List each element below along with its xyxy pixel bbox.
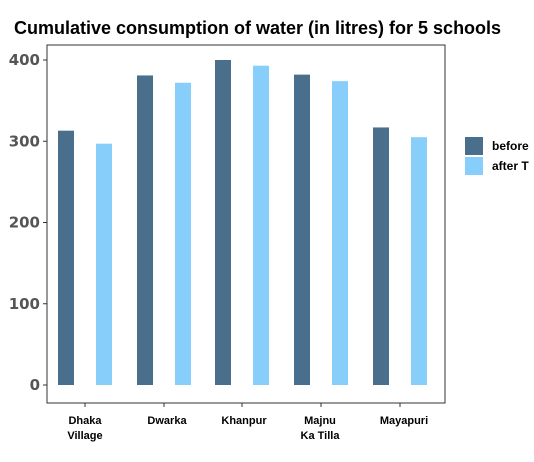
y-axis: 0 100 200 300 400 [9, 51, 47, 394]
y-tick-label: 300 [9, 132, 40, 150]
x-axis: Dhaka Village Dwarka Khanpur Majnu Ka Tilla Ma… [67, 403, 428, 442]
chart-title: Cumulative consumption of water (in litr… [14, 18, 501, 38]
legend-label: before [492, 139, 529, 153]
bar-after-t [332, 81, 348, 385]
x-tick-label: Dwarka [147, 415, 187, 427]
y-tick-label: 0 [30, 376, 40, 394]
bar-after-t [175, 82, 191, 385]
bar-after-t [411, 137, 427, 385]
plot-frame [46, 44, 446, 404]
bar-before [373, 127, 389, 385]
x-tick-label: Ka Tilla [301, 430, 341, 442]
bar-before [58, 130, 74, 385]
legend-swatch [465, 157, 483, 175]
x-tick-label: Majnu [304, 415, 336, 427]
bar-before [137, 75, 153, 385]
y-tick-label: 200 [9, 214, 40, 232]
x-tick-label: Dhaka [68, 415, 102, 427]
x-tick-label: Mayapuri [380, 415, 428, 427]
bar-after-t [96, 143, 112, 385]
x-tick-label: Khanpur [221, 415, 267, 427]
bars [58, 60, 427, 385]
y-tick-label: 100 [9, 295, 40, 313]
y-tick-label: 400 [9, 51, 40, 69]
bar-before [294, 74, 310, 385]
bar-before [215, 60, 231, 385]
legend-label: after T [492, 159, 529, 173]
bar-after-t [253, 65, 269, 385]
legend: before after T [465, 137, 529, 175]
x-tick-label: Village [67, 430, 102, 442]
legend-swatch [465, 137, 483, 155]
